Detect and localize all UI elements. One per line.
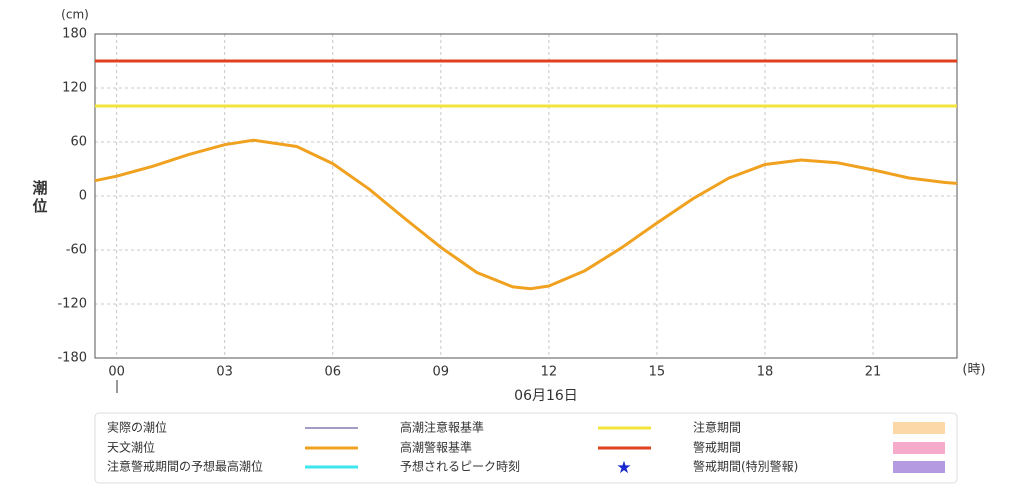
x-tick-label: 12	[541, 365, 558, 380]
x-tick-label: 18	[757, 365, 774, 380]
legend-label: 高潮警報基準	[400, 440, 472, 455]
legend-label: 高潮注意報基準	[400, 420, 484, 435]
y-tick-label: 120	[62, 81, 87, 96]
legend-label: 注意期間	[693, 420, 741, 435]
y-axis-label: 潮位	[32, 179, 47, 215]
x-unit: (時)	[962, 363, 985, 378]
legend-swatch	[893, 461, 945, 473]
legend-label: 予想されるピーク時刻	[400, 459, 520, 474]
y-tick-label: -60	[66, 243, 87, 258]
legend-label: 実際の潮位	[107, 420, 167, 435]
y-tick-label: 180	[62, 27, 87, 42]
tide-line	[94, 138, 958, 291]
x-tick-label: 21	[865, 365, 882, 380]
plot-frame	[94, 33, 958, 359]
x-tick-label: 03	[216, 365, 233, 380]
y-tick-label: -180	[57, 351, 87, 366]
y-tick-label: -120	[57, 297, 87, 312]
legend-label: 注意警戒期間の予想最高潮位	[107, 459, 263, 474]
legend-label: 警戒期間	[693, 440, 741, 455]
x-tick-label: 00	[108, 365, 125, 380]
y-unit: (cm)	[61, 8, 89, 22]
date-label: 06月16日	[514, 388, 578, 404]
legend-star: ★	[616, 458, 631, 478]
x-tick-label: 06	[324, 365, 341, 380]
legend-swatch	[893, 442, 945, 454]
legend-label: 警戒期間(特別警報)	[693, 459, 798, 474]
y-tick-label: 0	[79, 189, 87, 204]
x-tick-label: 09	[433, 365, 450, 380]
legend-swatch	[893, 422, 945, 434]
y-tick-label: 60	[70, 135, 87, 150]
x-tick-label: 15	[649, 365, 666, 380]
legend-label: 天文潮位	[107, 440, 155, 455]
